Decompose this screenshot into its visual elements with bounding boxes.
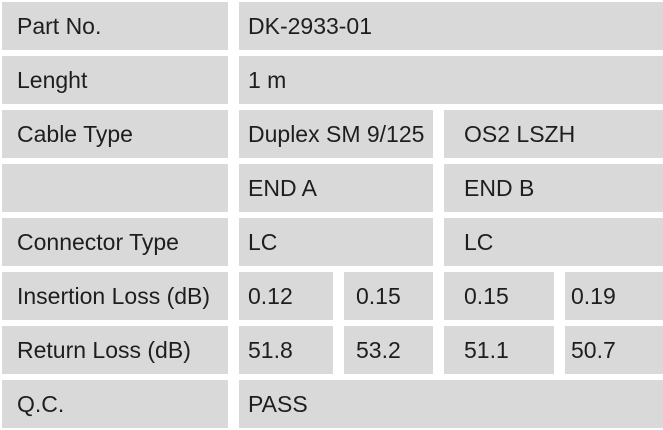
- cell-end-header-blank: [2, 164, 228, 212]
- cell-length-value: 1 m: [239, 56, 663, 104]
- cell-insertion-loss-label: Insertion Loss (dB): [2, 272, 228, 320]
- cell-return-loss-a2: 53.2: [344, 326, 433, 374]
- cell-insertion-loss-a2: 0.15: [344, 272, 433, 320]
- cell-cable-type-value-2: OS2 LSZH: [444, 110, 663, 158]
- cell-return-loss-label: Return Loss (dB): [2, 326, 228, 374]
- cell-part-no-value: DK-2933-01: [239, 2, 663, 50]
- cell-return-loss-b2: 50.7: [565, 326, 663, 374]
- cell-insertion-loss-b2: 0.19: [565, 272, 663, 320]
- cell-insertion-loss-b1: 0.15: [444, 272, 554, 320]
- cell-end-b-header: END B: [444, 164, 663, 212]
- cell-return-loss-b1: 51.1: [444, 326, 554, 374]
- cell-length-label: Lenght: [2, 56, 228, 104]
- cell-qc-label: Q.C.: [2, 380, 228, 428]
- cell-cable-type-label: Cable Type: [2, 110, 228, 158]
- cell-insertion-loss-a1: 0.12: [239, 272, 333, 320]
- cell-connector-type-label: Connector Type: [2, 218, 228, 266]
- cell-part-no-label: Part No.: [2, 2, 228, 50]
- cell-return-loss-a1: 51.8: [239, 326, 333, 374]
- cell-cable-type-value-1: Duplex SM 9/125: [239, 110, 433, 158]
- cell-qc-value: PASS: [239, 380, 663, 428]
- cell-end-a-header: END A: [239, 164, 433, 212]
- cell-connector-type-end-a: LC: [239, 218, 433, 266]
- cell-connector-type-end-b: LC: [444, 218, 663, 266]
